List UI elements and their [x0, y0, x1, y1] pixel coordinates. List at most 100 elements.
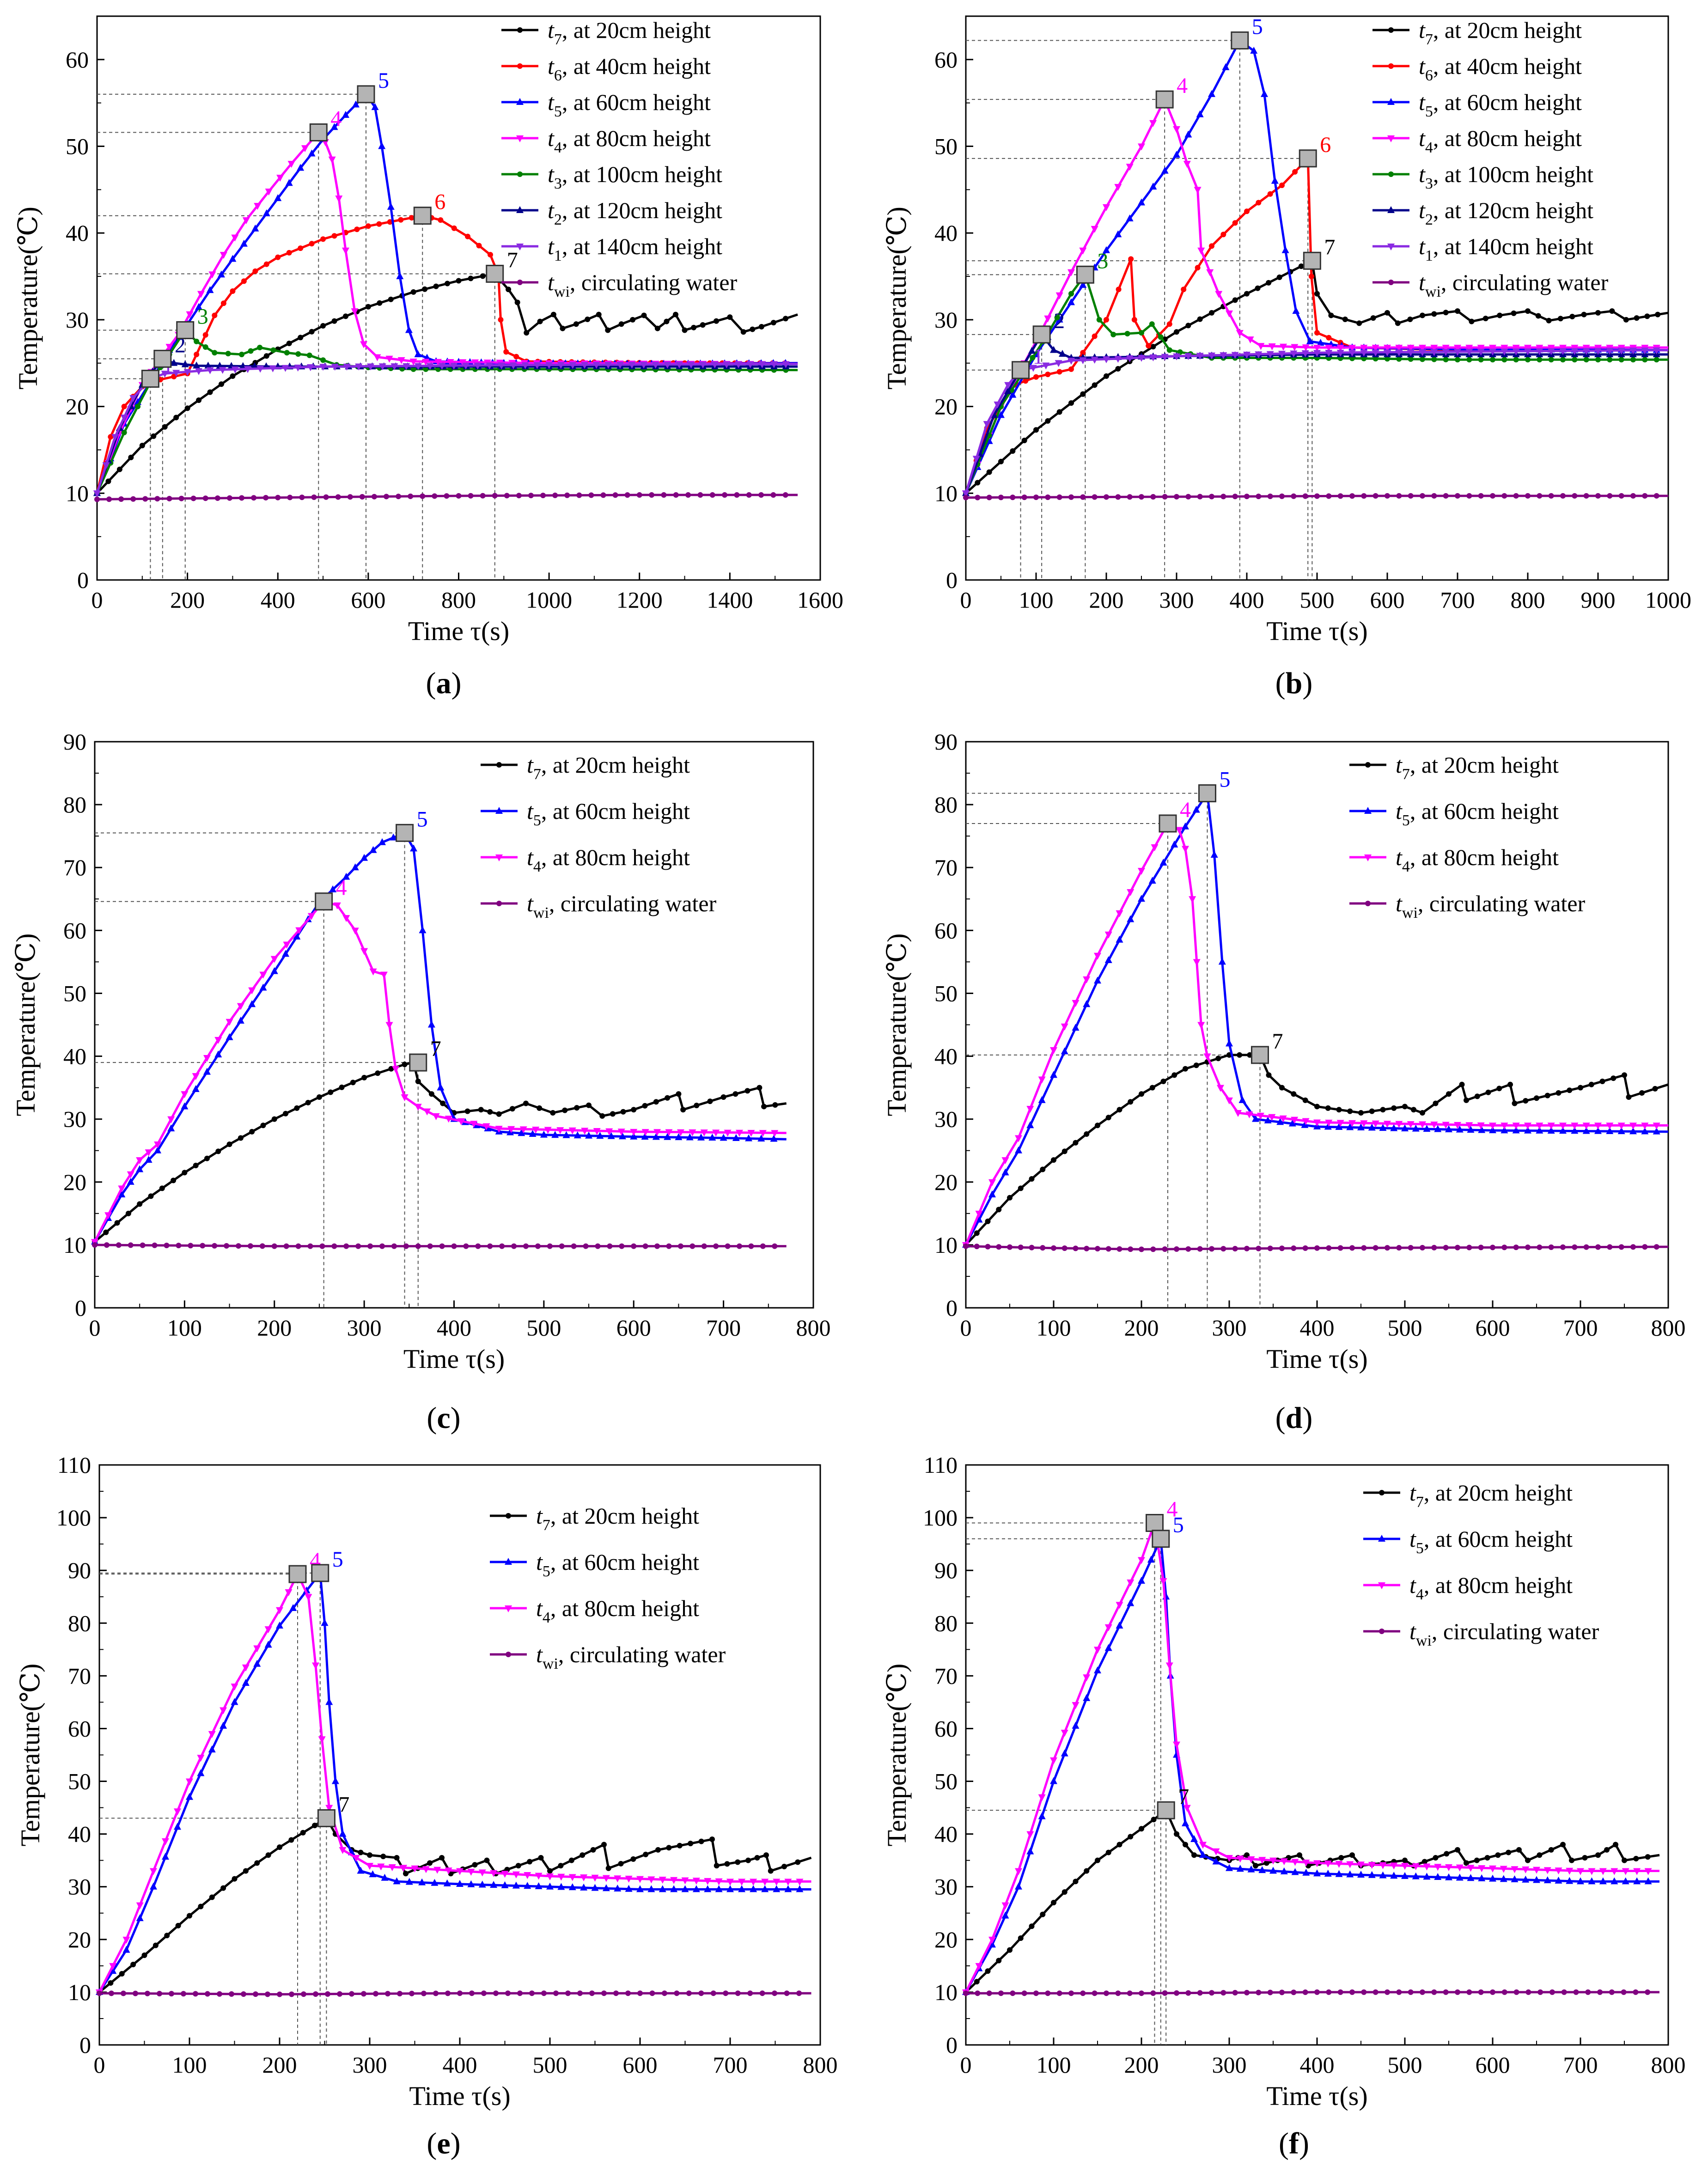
data-point — [260, 1123, 266, 1129]
series-t1 — [93, 361, 798, 498]
data-point — [1412, 1863, 1420, 1870]
data-point — [1021, 494, 1027, 500]
data-point — [1445, 1873, 1452, 1880]
data-point — [602, 1884, 610, 1891]
data-point — [1268, 1114, 1276, 1121]
data-point — [1162, 1990, 1168, 1996]
data-point — [241, 278, 247, 284]
data-point — [784, 1879, 792, 1886]
data-point — [1226, 310, 1233, 317]
data-point — [484, 1857, 490, 1863]
data-point — [237, 1016, 244, 1024]
data-point — [1162, 494, 1168, 500]
series-twi — [94, 492, 798, 502]
data-point — [1455, 1989, 1460, 1995]
data-point — [1629, 1127, 1637, 1135]
data-point — [499, 1243, 505, 1249]
data-point — [664, 361, 671, 369]
data-point — [518, 1129, 525, 1136]
data-point — [284, 350, 290, 356]
data-point — [377, 1863, 385, 1871]
data-point — [704, 1878, 712, 1885]
data-point — [380, 1854, 386, 1860]
data-point — [1244, 1989, 1250, 1995]
data-point — [537, 1105, 543, 1111]
data-point — [1559, 348, 1567, 355]
data-point — [257, 344, 263, 350]
data-point — [1595, 357, 1601, 363]
data-point — [1250, 47, 1258, 54]
data-point — [351, 863, 359, 871]
data-point — [1513, 493, 1519, 499]
data-point — [1161, 166, 1169, 174]
y-tick-label: 80 — [934, 1610, 958, 1636]
data-point — [1434, 1125, 1442, 1132]
x-tick-label: 500 — [1300, 587, 1335, 613]
data-point — [1442, 344, 1450, 352]
data-point — [1641, 347, 1649, 354]
y-axis-title: Temperature(℃) — [882, 1664, 912, 1847]
legend-swatch-marker — [505, 1605, 512, 1612]
data-point — [145, 1156, 152, 1163]
data-point — [269, 365, 277, 372]
data-point — [215, 1148, 221, 1154]
data-point — [1513, 1989, 1519, 1995]
data-point — [1001, 1157, 1009, 1165]
data-point — [1146, 343, 1152, 349]
data-point — [1314, 291, 1320, 297]
y-tick-label: 40 — [934, 220, 958, 246]
data-point — [1166, 347, 1172, 353]
data-point — [295, 351, 301, 357]
data-point — [1126, 214, 1134, 221]
data-point — [756, 1085, 762, 1091]
data-point — [398, 217, 404, 223]
data-point — [784, 1885, 792, 1892]
data-point — [1655, 311, 1661, 317]
data-point — [242, 1664, 250, 1672]
data-point — [1537, 1852, 1543, 1858]
y-tick-label: 60 — [66, 47, 89, 73]
legend-entry-twi: twi, circulating water — [501, 269, 738, 300]
data-point — [661, 492, 667, 498]
data-point — [127, 1178, 134, 1185]
data-point — [1337, 1245, 1343, 1251]
y-tick-label: 0 — [946, 2032, 958, 2058]
legend-entry-t4: t4, at 80cm height — [1372, 125, 1582, 156]
data-point — [1045, 372, 1051, 378]
data-point — [1346, 1870, 1354, 1878]
data-point — [501, 1881, 509, 1888]
data-point — [675, 361, 683, 369]
data-point — [1029, 1923, 1035, 1929]
data-point — [1206, 269, 1214, 276]
data-point — [135, 403, 141, 409]
data-point — [388, 296, 394, 302]
data-point — [195, 303, 203, 310]
data-point — [239, 495, 244, 501]
data-point — [994, 401, 1001, 409]
data-point — [286, 250, 292, 256]
data-point — [188, 1243, 194, 1249]
legend-label: t4, at 80cm height — [1409, 1572, 1573, 1603]
data-point — [270, 347, 276, 353]
data-point — [1015, 1146, 1022, 1153]
data-point — [974, 1979, 980, 1985]
data-point — [1232, 220, 1238, 226]
data-point — [557, 1873, 565, 1881]
data-point — [443, 1879, 451, 1886]
data-point — [186, 311, 194, 318]
data-point — [1276, 1118, 1284, 1125]
data-point — [108, 1980, 114, 1986]
data-point — [397, 1990, 403, 1996]
data-point — [1385, 493, 1390, 499]
data-point — [265, 1991, 270, 1997]
data-point — [619, 1243, 625, 1249]
data-point — [295, 1243, 301, 1249]
data-point — [487, 1109, 493, 1115]
data-point — [351, 308, 359, 316]
data-point — [1159, 859, 1167, 866]
data-point — [1079, 247, 1087, 255]
data-point — [795, 1859, 801, 1865]
data-point — [281, 365, 289, 372]
data-point — [1291, 344, 1299, 351]
data-point — [1279, 1085, 1285, 1091]
